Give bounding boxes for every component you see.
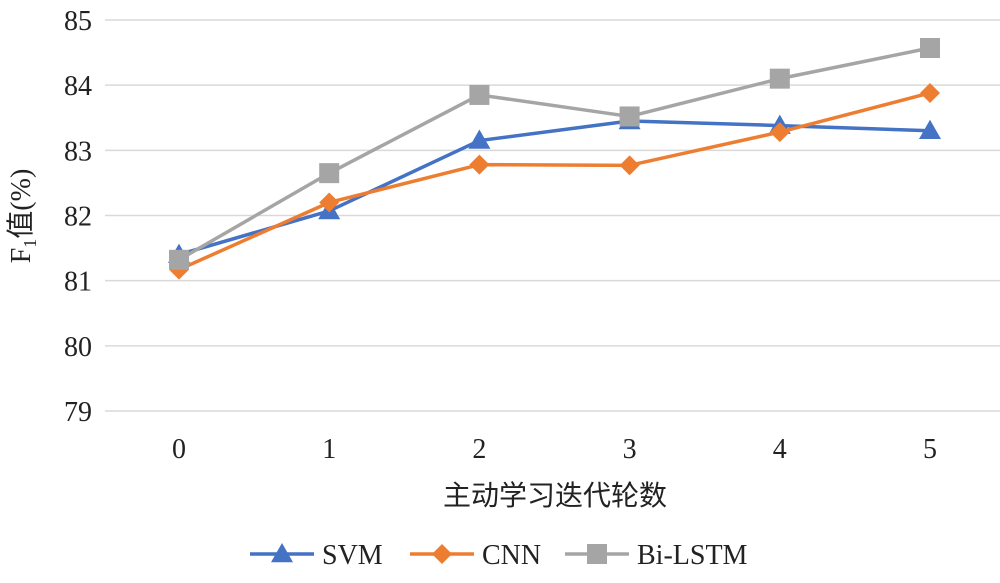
- gridlines: [105, 19, 1000, 412]
- y-tick-label: 80: [64, 332, 92, 363]
- y-axis-title: F1值(%): [5, 169, 40, 264]
- y-axis-title-sub: 1: [20, 239, 40, 248]
- data-point-cnn: [619, 155, 640, 176]
- x-tick-labels: 0 1 2 3 4 5: [172, 434, 937, 465]
- data-point-bi-lstm: [469, 84, 490, 105]
- legend-marker: [432, 544, 452, 564]
- data-point-cnn: [769, 122, 790, 143]
- x-axis-title: 主动学习迭代轮数: [443, 480, 667, 512]
- data-point-cnn: [469, 154, 490, 175]
- data-point-bi-lstm: [769, 68, 790, 89]
- legend-marker: [271, 543, 293, 563]
- y-axis-title-suffix: 值(%): [5, 169, 37, 239]
- legend-label: Bi-LSTM: [637, 540, 748, 571]
- x-tick-label: 1: [322, 434, 336, 465]
- x-tick-label: 5: [923, 434, 937, 465]
- legend-item-bi-lstm: Bi-LSTM: [565, 540, 748, 571]
- data-point-bi-lstm: [619, 106, 640, 127]
- y-tick-label: 83: [64, 136, 92, 167]
- data-point-svm: [919, 119, 941, 140]
- series-bi-lstm: [169, 38, 940, 270]
- series-svm: [168, 110, 941, 263]
- x-tick-label: 4: [773, 434, 787, 465]
- series-line-bi-lstm: [178, 46, 931, 262]
- x-tick-label: 3: [623, 434, 637, 465]
- series-lines: [168, 38, 941, 280]
- data-point-bi-lstm: [920, 38, 940, 59]
- data-point-bi-lstm: [319, 163, 340, 184]
- y-axis-title-text: F1值(%): [5, 169, 40, 264]
- data-point-cnn: [920, 82, 940, 103]
- x-tick-label: 2: [472, 434, 486, 465]
- legend-label: SVM: [322, 540, 383, 571]
- data-point-svm: [468, 129, 491, 149]
- legend: SVM CNN Bi-LSTM: [250, 540, 748, 571]
- legend-marker: [587, 544, 607, 564]
- data-point-cnn: [319, 192, 340, 213]
- legend-item-svm: SVM: [250, 540, 383, 571]
- y-tick-label: 79: [64, 397, 92, 428]
- y-axis-title-main: F: [6, 248, 37, 264]
- series-cnn: [169, 82, 940, 280]
- data-point-bi-lstm: [169, 249, 189, 270]
- y-tick-label: 81: [64, 267, 92, 298]
- x-tick-label: 0: [172, 434, 186, 465]
- series-line-svm: [178, 119, 931, 257]
- y-tick-label: 84: [64, 71, 92, 102]
- legend-label: CNN: [482, 540, 541, 571]
- y-tick-label: 85: [64, 6, 92, 37]
- legend-item-cnn: CNN: [410, 540, 541, 571]
- y-tick-label: 82: [64, 202, 92, 233]
- y-tick-labels: 79 80 81 82 83 84 85: [64, 6, 92, 428]
- series-line-cnn: [178, 91, 931, 272]
